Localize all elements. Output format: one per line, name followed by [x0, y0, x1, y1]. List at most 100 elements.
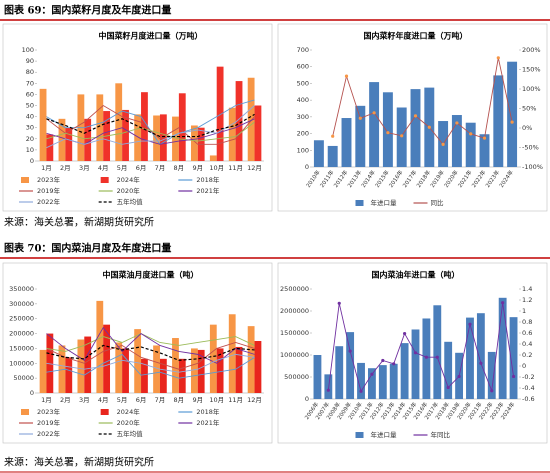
y-tick-label: 150000 — [9, 344, 34, 352]
bar — [46, 134, 54, 161]
legend-label: 2018年 — [196, 407, 220, 416]
bar — [228, 314, 236, 393]
x-tick-label: 7月 — [155, 396, 166, 404]
legend-label: 年进口量 — [371, 198, 398, 207]
x-tick-label: 8月 — [174, 396, 185, 404]
y-tick-label: 1000000 — [280, 351, 309, 359]
y-tick-label: 2000000 — [280, 307, 309, 315]
bar — [172, 338, 179, 393]
y2-tick-label: 50% — [522, 105, 536, 113]
y-tick-label: 30 — [26, 124, 34, 132]
bar — [209, 324, 217, 393]
bar — [153, 115, 160, 161]
x-tick-label: 5月 — [117, 164, 128, 172]
bar — [77, 339, 85, 393]
y2-tick-label: 150% — [522, 66, 541, 74]
x-tick-label: 9月 — [192, 396, 203, 404]
bar — [96, 94, 104, 161]
bar — [367, 368, 376, 399]
legend-label: 五年均值 — [117, 197, 143, 206]
bar — [228, 107, 236, 161]
y-tick-label: 2500000 — [280, 285, 309, 293]
bar — [153, 345, 160, 393]
bar — [493, 75, 504, 167]
y-tick-label: 40 — [26, 113, 34, 121]
line-marker — [326, 388, 330, 392]
line-marker — [348, 349, 352, 353]
bar — [209, 155, 217, 161]
y-tick-label: 80 — [26, 68, 34, 76]
bar — [254, 341, 262, 393]
line-marker — [386, 131, 390, 135]
y-tick-label: 50000 — [13, 374, 34, 382]
y-tick-label: 50 — [26, 102, 34, 110]
chart-title: 中国菜油月度进口量（吨） — [103, 270, 199, 280]
bar — [487, 351, 496, 399]
line — [46, 353, 255, 379]
bar — [357, 362, 365, 399]
bar — [84, 118, 92, 161]
bar — [341, 118, 352, 167]
legend-label: 2018年 — [196, 175, 220, 184]
line-marker — [424, 355, 428, 359]
bar — [433, 305, 442, 399]
y2-tick-label: 1.2 — [522, 296, 532, 304]
bar — [355, 105, 366, 167]
y2-tick-label: -50% — [522, 144, 539, 152]
bar — [382, 92, 393, 167]
bar — [465, 122, 476, 167]
chart-title: 国内菜籽年度进口量（万吨） — [364, 31, 468, 41]
legend-label: 2020年 — [117, 418, 141, 427]
y2-tick-label: -0.6 — [522, 395, 535, 403]
line — [46, 121, 255, 142]
line-marker — [455, 121, 459, 125]
legend-swatch — [21, 177, 29, 183]
x-tick-label: 11月 — [228, 164, 243, 172]
bar — [178, 93, 186, 161]
bar — [39, 349, 47, 393]
y-tick-label: 250000 — [9, 315, 34, 323]
bar — [507, 61, 518, 168]
line — [46, 333, 255, 352]
y-tick-label: 90 — [26, 57, 34, 65]
bar — [65, 127, 73, 161]
x-tick-label: 1月 — [41, 164, 52, 172]
bar — [216, 66, 224, 161]
line-marker — [479, 361, 483, 365]
bar — [444, 341, 453, 399]
legend-label: 五年均值 — [117, 429, 143, 438]
bar — [346, 332, 355, 399]
line-marker — [413, 114, 418, 118]
bar — [115, 342, 123, 393]
line — [332, 57, 513, 146]
y2-tick-label: 0% — [522, 124, 532, 132]
y-tick-label: 350000 — [9, 285, 34, 293]
bar — [335, 346, 344, 399]
x-tick-label: 10月 — [209, 396, 224, 404]
x-tick-label: 9月 — [192, 164, 203, 172]
bar — [141, 358, 148, 393]
bar — [84, 336, 92, 393]
x-tick-label: 4月 — [98, 164, 109, 172]
bar — [190, 125, 198, 161]
y-tick-label: 0 — [305, 163, 309, 171]
line-marker — [381, 358, 385, 363]
x-tick-label: 10月 — [209, 164, 224, 172]
legend-label: 年进口量 — [371, 430, 398, 439]
line-marker — [400, 134, 404, 138]
line-marker — [359, 389, 363, 393]
bar — [46, 333, 54, 393]
line-marker — [372, 111, 376, 115]
line-marker — [510, 120, 514, 124]
y2-tick-label: 0.6 — [522, 329, 532, 337]
legend-label: 2021年 — [196, 418, 220, 427]
bar — [400, 343, 409, 399]
line-marker — [482, 136, 487, 140]
line — [46, 342, 255, 370]
x-tick-label: 2月 — [60, 164, 71, 172]
bar — [159, 358, 167, 393]
bar — [141, 92, 148, 161]
x-tick-label: 11月 — [228, 396, 243, 404]
y2-tick-label: 0.8 — [522, 318, 532, 326]
line-marker — [403, 331, 407, 336]
